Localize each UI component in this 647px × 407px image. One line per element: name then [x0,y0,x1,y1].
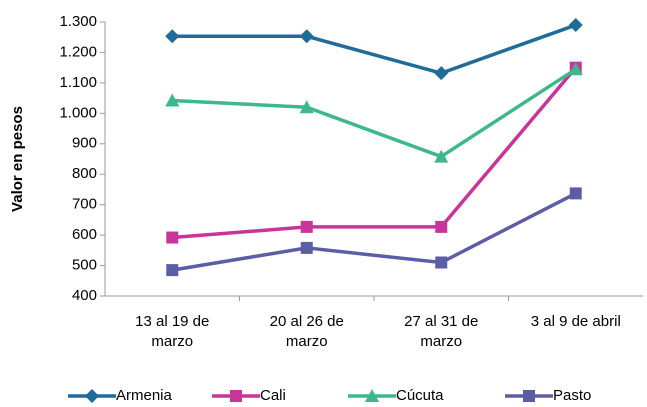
marker [300,241,313,254]
legend-label: Cúcuta [396,387,444,404]
y-axis-label: Valor en pesos [9,106,26,212]
series-line [172,66,578,240]
x-tick-label: 20 al 26 de marzo [269,313,344,350]
marker [166,231,179,244]
y-tick-label: 1.000 [59,104,97,121]
marker [365,389,379,402]
legend-label: Armenia [116,387,173,404]
marker [299,29,314,44]
y-tick-label: 900 [72,135,97,152]
y-tick-label: 1.300 [59,13,97,30]
y-tick-label: 1.200 [59,43,97,60]
marker [434,66,449,81]
y-tick-label: 400 [72,287,97,304]
y-tick-label: 500 [72,257,97,274]
marker [569,187,582,200]
x-tick-label: 27 al 31 de marzo [404,313,479,350]
marker [434,149,449,163]
marker [230,390,242,402]
marker [435,220,448,233]
legend-label: Cali [260,387,286,404]
legend-label: Pasto [553,387,591,404]
marker [299,100,314,114]
marker [523,390,535,402]
y-tick-label: 800 [72,165,97,182]
series-line [172,23,577,75]
y-tick-label: 600 [72,226,97,243]
marker [85,389,99,403]
y-tick-label: 1.100 [59,74,97,91]
marker [166,264,179,277]
marker [165,93,180,107]
series-line [171,191,577,272]
x-tick-label: 3 al 9 de abril [530,313,621,330]
y-tick-label: 700 [72,196,97,213]
marker [165,29,180,44]
series-line [172,67,577,159]
marker [300,220,313,233]
marker [435,256,448,269]
marker [568,62,583,76]
marker [568,18,583,33]
x-tick-label: 13 al 19 de marzo [135,313,210,350]
